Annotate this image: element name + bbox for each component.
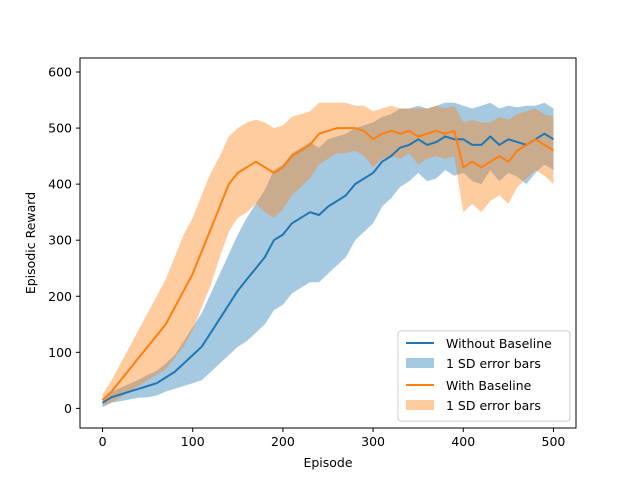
x-tick-label: 100	[181, 434, 205, 449]
x-tick-label: 500	[542, 434, 566, 449]
legend: Without Baseline 1 SD error bars With Ba…	[397, 330, 571, 422]
x-ticks: 0 100 200 300 400 500	[99, 428, 566, 449]
error-bands	[102, 102, 554, 408]
plot-frame	[79, 57, 577, 429]
x-axis-label: Episode	[303, 455, 352, 470]
x-tick-label: 0	[99, 434, 107, 449]
legend-box	[397, 330, 571, 422]
y-axis-label: Episodic Reward	[23, 192, 38, 294]
legend-label-band-2: 1 SD error bars	[446, 398, 541, 413]
y-tick-label: 600	[48, 65, 72, 80]
error-band-1	[102, 102, 554, 408]
legend-swatch-band-1	[406, 358, 434, 368]
legend-swatch-band-2	[406, 400, 434, 410]
x-tick-label: 200	[271, 434, 295, 449]
legend-label-band-1: 1 SD error bars	[446, 356, 541, 371]
y-tick-label: 0	[64, 401, 72, 416]
y-tick-label: 300	[48, 233, 72, 248]
y-tick-label: 400	[48, 177, 72, 192]
legend-label-with-baseline: With Baseline	[446, 378, 532, 393]
y-tick-label: 500	[48, 121, 72, 136]
y-tick-label: 100	[48, 345, 72, 360]
series-line-1	[101, 132, 555, 404]
x-tick-label: 300	[361, 434, 385, 449]
series-line-2	[101, 127, 555, 401]
series-lines	[101, 127, 555, 404]
y-tick-label: 200	[48, 289, 72, 304]
x-tick-label: 400	[451, 434, 475, 449]
error-band-2	[102, 102, 554, 406]
y-ticks: 0 100 200 300 400 500 600	[48, 65, 80, 416]
legend-label-without-baseline: Without Baseline	[446, 336, 552, 351]
